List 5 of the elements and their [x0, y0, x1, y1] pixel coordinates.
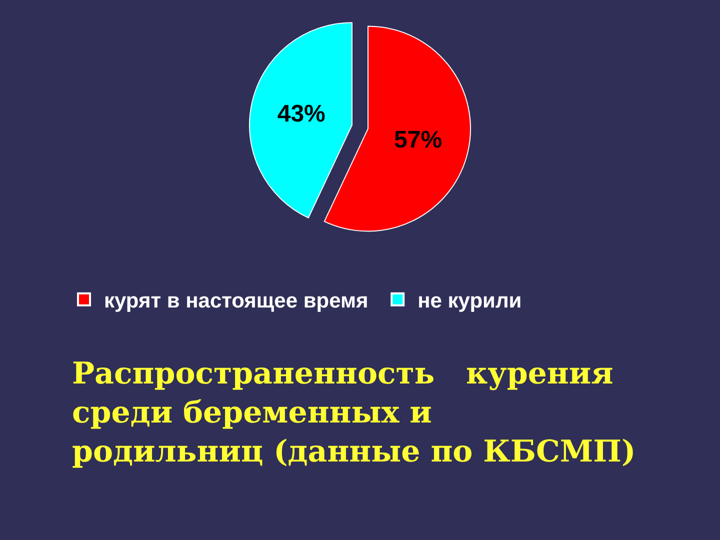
text: Распространенность курения среди беременных и родильниц (данные по КБСМП) — [72, 356, 636, 470]
data-label: 43% — [277, 100, 326, 128]
data-label: 57% — [394, 126, 442, 154]
legend-label: курят в настоящее время — [104, 290, 368, 313]
legend-label: не курили — [418, 290, 522, 313]
